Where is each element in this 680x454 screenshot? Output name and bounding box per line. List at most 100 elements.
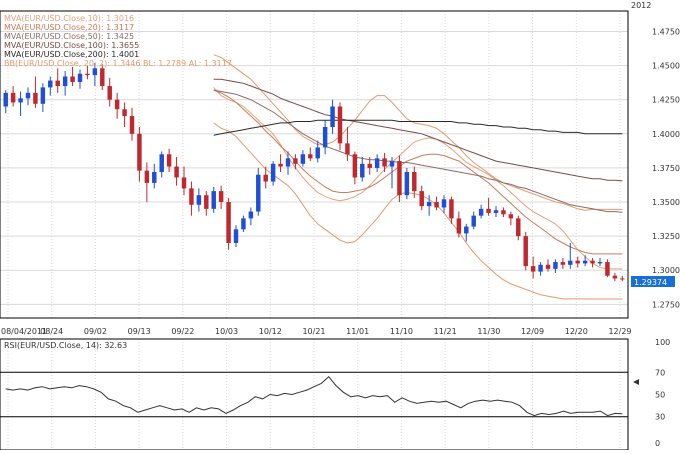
candle-body: [18, 98, 23, 103]
candle-body: [553, 262, 558, 269]
date-tick-label: 10/12: [259, 327, 282, 336]
candle-body: [285, 158, 291, 167]
candle-body: [545, 264, 551, 269]
candle-body: [25, 92, 31, 99]
legend: MVA(EUR/USD.Close,10): 1.3016 MVA(EUR/US…: [4, 14, 232, 68]
candle-body: [530, 266, 536, 272]
candle-body: [582, 260, 588, 264]
price-panel-frame: [0, 10, 629, 319]
candle-body: [159, 154, 164, 173]
date-tick-label: 08/24: [40, 327, 63, 336]
candle-body: [211, 191, 216, 209]
candle-body: [523, 236, 528, 267]
candle-body: [218, 191, 224, 203]
candle-body: [144, 170, 150, 183]
candle-body: [382, 158, 387, 167]
date-tick-label: 09/13: [128, 327, 151, 336]
candle-body: [196, 195, 202, 205]
candle-body: [189, 188, 194, 205]
price-tick-label: 1.3000: [652, 266, 680, 275]
candle-body: [226, 202, 231, 243]
candle-body: [107, 86, 112, 100]
candle-body: [33, 92, 38, 104]
rsi-line: [5, 375, 623, 417]
date-tick-label: 09/22: [171, 327, 194, 336]
legend-ma200: MVA(EUR/USD.Close,200): 1.4001: [4, 50, 139, 59]
candle-body: [330, 106, 335, 127]
candle-body: [166, 154, 172, 167]
candle-body: [441, 199, 447, 208]
candle-body: [241, 218, 246, 230]
candle-body: [70, 76, 75, 82]
price-panel: [0, 10, 629, 319]
price-tick-label: 1.3250: [652, 232, 680, 241]
rsi-grid: [7, 339, 621, 450]
year-label: 2012: [631, 1, 651, 10]
candle-body: [620, 278, 625, 280]
candle-body: [40, 87, 46, 104]
candle-body: [471, 215, 476, 227]
ma100-line: [213, 78, 623, 182]
date-tick-label: 11/01: [346, 327, 369, 336]
candle-body: [464, 226, 469, 234]
indicator-lines: [213, 54, 623, 300]
rsi-tick-label: 50: [655, 391, 665, 400]
candle-body: [412, 172, 417, 192]
bollinger-upper-line: [213, 54, 623, 211]
bollinger-lower-line: [213, 122, 623, 300]
candle-body: [122, 109, 127, 117]
price-tick-label: 1.3500: [652, 198, 680, 207]
legend-ma100: MVA(EUR/USD.Close,100): 1.3655: [4, 41, 139, 50]
candle-body: [204, 195, 209, 209]
candle-body: [278, 163, 283, 167]
date-tick-label: 11/21: [434, 327, 457, 336]
candle-body: [568, 260, 573, 265]
candle-body: [62, 76, 68, 87]
candle-body: [300, 154, 306, 164]
candle-body: [501, 210, 506, 215]
candle-body: [100, 68, 105, 87]
candle-body: [48, 80, 53, 88]
legend-ma10: MVA(EUR/USD.Close,10): 1.3016: [4, 14, 134, 23]
ma50-line: [213, 89, 623, 213]
price-tag-value: 1.29374: [634, 278, 667, 287]
rsi-tick-label: 30: [655, 413, 665, 422]
date-tick-label: 11/10: [390, 327, 413, 336]
date-tick-label: 11/30: [477, 327, 500, 336]
candle-body: [256, 174, 261, 212]
price-axis: 1.4750 1.4500 1.4250 1.4000 1.3750 1.3500 1.32…: [652, 27, 680, 309]
candle-body: [293, 158, 298, 164]
price-tick-label: 1.4750: [652, 27, 680, 36]
candle-body: [360, 163, 365, 178]
price-tick-label: 1.2750: [652, 300, 680, 309]
date-tick-label: 08/04/2011: [1, 327, 47, 336]
date-tick-label: 10/21: [302, 327, 325, 336]
rsi-tick-label: 100: [655, 338, 670, 347]
ma200-line: [213, 119, 623, 136]
candle-body: [152, 172, 157, 183]
candle-body: [233, 229, 239, 243]
candlesticks: [3, 62, 625, 282]
candle-body: [493, 210, 499, 213]
price-tick-label: 1.4250: [652, 96, 680, 105]
candle-body: [114, 99, 120, 110]
legend-ma20: MVA(EUR/USD.Close,20): 1.3117: [4, 23, 134, 32]
candle-body: [181, 177, 187, 189]
date-tick-label: 12/09: [521, 327, 544, 336]
candle-body: [322, 126, 328, 148]
candle-body: [367, 163, 372, 168]
rsi-axis: 100 70 50 30 0: [655, 338, 670, 448]
price-tick-label: 1.4500: [652, 62, 680, 71]
date-tick-label: 12/29: [608, 327, 631, 336]
candle-body: [575, 260, 580, 264]
candle-body: [10, 92, 16, 103]
candle-body: [55, 80, 60, 87]
candle-body: [85, 73, 90, 76]
candle-body: [129, 116, 135, 134]
rsi-tick-label: 70: [655, 368, 665, 377]
candle-body: [3, 92, 8, 107]
date-tick-label: 12/20: [565, 327, 588, 336]
legend-bollinger: BB(EUR/USD.Close, 20, 2): 1.3446 BL: 1.2…: [4, 59, 232, 68]
